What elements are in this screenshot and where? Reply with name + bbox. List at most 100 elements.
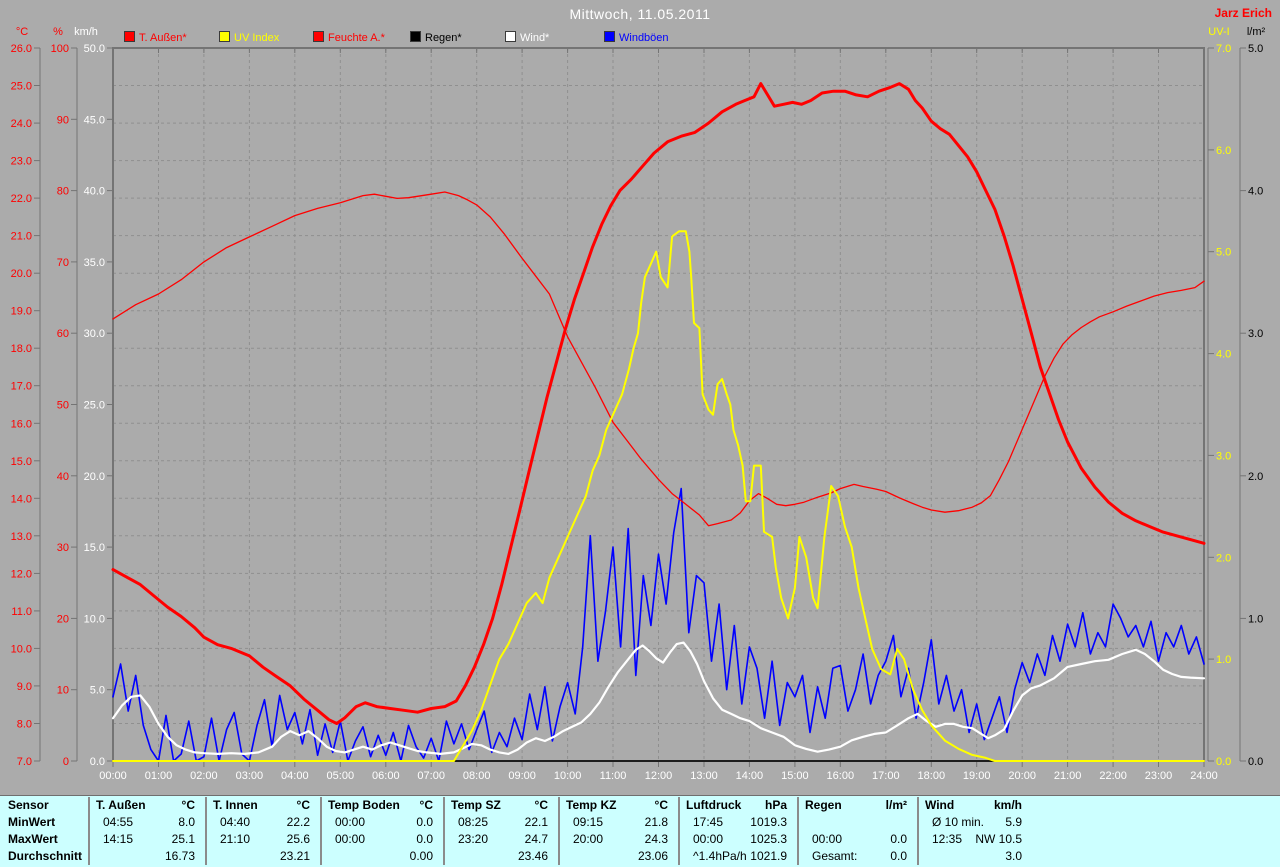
legend-label: Feuchte A.* bbox=[328, 32, 385, 44]
svg-text:2.0: 2.0 bbox=[1248, 471, 1263, 483]
svg-text:2.0: 2.0 bbox=[1216, 552, 1231, 564]
stats-cell: 23:20 24.7 bbox=[443, 831, 558, 848]
legend-swatch-icon bbox=[505, 31, 516, 42]
legend-item: Wind* bbox=[505, 31, 549, 44]
stats-time: Gesamt: bbox=[812, 849, 858, 863]
stats-time bbox=[919, 848, 932, 865]
stats-value: 3.0 bbox=[1005, 849, 1022, 863]
svg-text:30.0: 30.0 bbox=[84, 328, 105, 340]
stats-value: NW 10.5 bbox=[975, 832, 1022, 846]
svg-text:26.0: 26.0 bbox=[11, 43, 32, 55]
stats-row-label: MinWert bbox=[8, 815, 56, 829]
svg-text:22.0: 22.0 bbox=[11, 193, 32, 205]
stats-cell: T. Innen °C bbox=[205, 797, 320, 814]
svg-text:22:00: 22:00 bbox=[1099, 770, 1127, 782]
stats-cell: 23.21 bbox=[205, 848, 320, 865]
stats-cell: 23.46 bbox=[443, 848, 558, 865]
stats-col-name: Luftdruck bbox=[686, 798, 742, 812]
svg-text:5.0: 5.0 bbox=[90, 685, 105, 697]
stats-cell: Temp KZ °C bbox=[558, 797, 678, 814]
svg-text:40: 40 bbox=[57, 471, 69, 483]
stats-col-unit: °C bbox=[181, 798, 195, 812]
stats-value bbox=[907, 814, 917, 831]
stats-cell: Temp SZ °C bbox=[443, 797, 558, 814]
svg-text:21:00: 21:00 bbox=[1054, 770, 1082, 782]
stats-row-minwert: MinWert 04:55 8.0 04:40 22.2 00:00 0.0 08:25 22.… bbox=[0, 814, 1280, 831]
weather-chart: 00:00 01:00 02:00 03:00 04:00 05:00 06:00 07:00… bbox=[11, 43, 1264, 782]
axis-unit-wind: km/h bbox=[74, 26, 98, 38]
svg-text:08:00: 08:00 bbox=[463, 770, 491, 782]
stats-value: 23.46 bbox=[517, 849, 548, 863]
legend-item: Regen* bbox=[410, 31, 462, 44]
stats-cell: Regen l/m² bbox=[797, 797, 917, 814]
svg-text:02:00: 02:00 bbox=[190, 770, 218, 782]
legend-item: Feuchte A.* bbox=[313, 31, 385, 44]
axis-unit-rain: l/m² bbox=[1246, 26, 1266, 38]
stats-time: 00:00 bbox=[693, 832, 724, 846]
stats-row-label: MaxWert bbox=[8, 832, 58, 846]
stats-col-unit: °C bbox=[419, 798, 433, 812]
stats-time: 00:00 bbox=[335, 832, 366, 846]
stats-cell: 23.06 bbox=[558, 848, 678, 865]
svg-text:10.0: 10.0 bbox=[11, 643, 32, 655]
stats-col-name: T. Innen bbox=[213, 798, 258, 812]
axis-unit-hum: % bbox=[53, 26, 63, 38]
svg-text:1.0: 1.0 bbox=[1216, 654, 1231, 666]
svg-text:50: 50 bbox=[57, 400, 69, 412]
stats-time: 00:00 bbox=[812, 832, 843, 846]
stats-time: 20:00 bbox=[573, 832, 604, 846]
svg-text:24.0: 24.0 bbox=[11, 118, 32, 130]
stats-cell: 00:00 0.0 bbox=[320, 814, 443, 831]
stats-col-name: Temp KZ bbox=[566, 798, 617, 812]
stats-value: 25.6 bbox=[286, 832, 310, 846]
svg-text:20.0: 20.0 bbox=[11, 268, 32, 280]
svg-text:09:00: 09:00 bbox=[508, 770, 536, 782]
stats-value: 1021.9 bbox=[750, 849, 787, 863]
svg-text:01:00: 01:00 bbox=[145, 770, 173, 782]
svg-text:18:00: 18:00 bbox=[918, 770, 946, 782]
stats-time bbox=[445, 848, 458, 865]
stats-row-label: Durchschnitt bbox=[8, 849, 83, 863]
svg-text:03:00: 03:00 bbox=[236, 770, 264, 782]
stats-time: 04:40 bbox=[220, 815, 251, 829]
legend-item: Windböen bbox=[604, 31, 669, 44]
stats-time: 14:15 bbox=[103, 832, 134, 846]
svg-text:10:00: 10:00 bbox=[554, 770, 582, 782]
legend-item: T. Außen* bbox=[124, 31, 187, 44]
stats-cell: T. Außen °C bbox=[88, 797, 205, 814]
stats-cell: 08:25 22.1 bbox=[443, 814, 558, 831]
svg-text:3.0: 3.0 bbox=[1248, 328, 1263, 340]
stats-time: 09:15 bbox=[573, 815, 604, 829]
svg-text:9.0: 9.0 bbox=[17, 681, 32, 693]
svg-text:13:00: 13:00 bbox=[690, 770, 718, 782]
svg-text:06:00: 06:00 bbox=[372, 770, 400, 782]
svg-text:0.0: 0.0 bbox=[90, 756, 105, 768]
svg-text:6.0: 6.0 bbox=[1216, 145, 1231, 157]
stats-time bbox=[322, 848, 335, 865]
svg-text:13.0: 13.0 bbox=[11, 531, 32, 543]
stats-value: 5.9 bbox=[1005, 815, 1022, 829]
stats-col-unit: hPa bbox=[764, 798, 787, 812]
svg-text:00:00: 00:00 bbox=[99, 770, 127, 782]
svg-text:14:00: 14:00 bbox=[736, 770, 764, 782]
stats-time: 12:35 bbox=[932, 832, 963, 846]
stats-value: 8.0 bbox=[178, 815, 195, 829]
svg-text:8.0: 8.0 bbox=[17, 719, 32, 731]
svg-text:90: 90 bbox=[57, 114, 69, 126]
legend-item: UV Index bbox=[219, 31, 280, 44]
stats-cell: 17:45 1019.3 bbox=[678, 814, 797, 831]
svg-text:15.0: 15.0 bbox=[84, 542, 105, 554]
stats-row-durchschnitt: Durchschnitt 16.73 23.21 0.00 23.46 23.06 ^1.4… bbox=[0, 848, 1280, 865]
stats-cell: ^1.4hPa/h 1021.9 bbox=[678, 848, 797, 865]
stats-value: 21.8 bbox=[644, 815, 668, 829]
svg-text:19:00: 19:00 bbox=[963, 770, 991, 782]
legend-label: UV Index bbox=[234, 32, 280, 44]
stats-cell: 04:40 22.2 bbox=[205, 814, 320, 831]
stats-cell: Ø 10 min. 5.9 bbox=[917, 814, 1032, 831]
stats-filler bbox=[1032, 797, 1280, 814]
stats-col-name: Wind bbox=[925, 798, 955, 812]
stats-time bbox=[207, 848, 220, 865]
svg-text:1.0: 1.0 bbox=[1248, 613, 1263, 625]
stats-col-unit: l/m² bbox=[885, 798, 907, 812]
svg-text:12:00: 12:00 bbox=[645, 770, 673, 782]
